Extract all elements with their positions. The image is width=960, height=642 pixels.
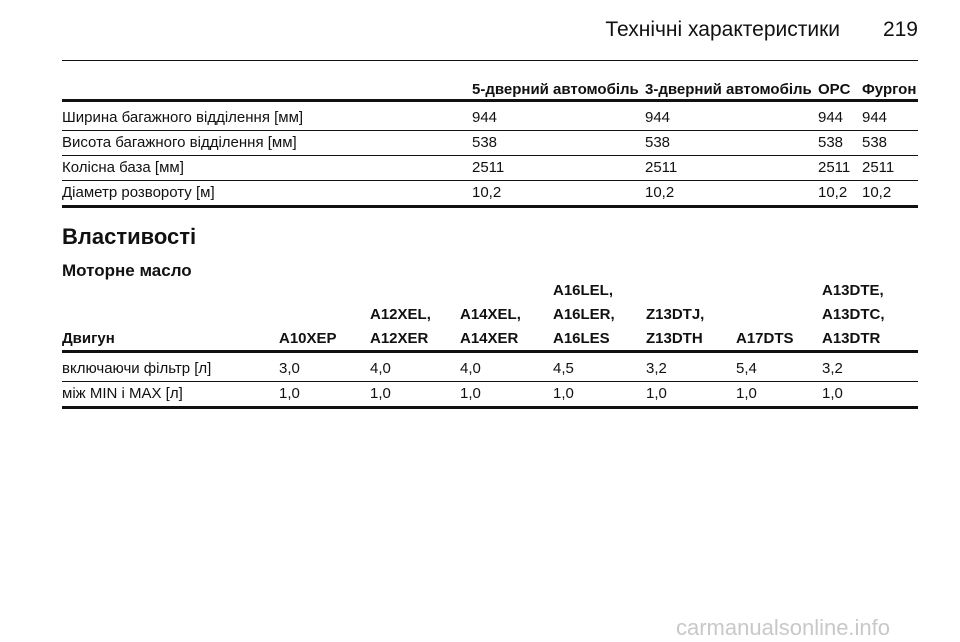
table-rule: [62, 130, 918, 131]
column-header: A17DTS: [736, 330, 794, 347]
cell: 3,2: [822, 360, 843, 377]
column-header: A16LEL, A16LER, A16LES: [553, 282, 615, 347]
table-rule: [62, 205, 918, 208]
column-header: A10XEP: [279, 330, 337, 347]
cell: 2511: [645, 159, 678, 176]
row-label: між MIN і MAX [л]: [62, 385, 183, 402]
cell: 1,0: [279, 385, 300, 402]
column-header: A12XEL, A12XER: [370, 306, 431, 347]
cell: 944: [472, 109, 498, 126]
cell: 944: [862, 109, 888, 126]
cell: 2511: [818, 159, 851, 176]
watermark: carmanualsonline.info: [676, 615, 891, 640]
section-title: Властивості: [62, 224, 197, 249]
row-label: включаючи фільтр [л]: [62, 360, 212, 377]
cell: 944: [645, 109, 671, 126]
cell: 1,0: [822, 385, 843, 402]
cell: 4,5: [553, 360, 574, 377]
cell: 3,0: [279, 360, 300, 377]
table-rule: [62, 180, 918, 181]
table-rule: [62, 350, 918, 353]
column-header: Z13DTJ, Z13DTH: [646, 306, 705, 347]
cell: 10,2: [472, 184, 502, 201]
cell: 538: [862, 134, 888, 151]
cell: 2511: [862, 159, 895, 176]
cell: 944: [818, 109, 844, 126]
cell: 10,2: [818, 184, 848, 201]
row-label: Колісна база [мм]: [62, 159, 184, 176]
column-header: OPC: [818, 81, 851, 98]
cell: 1,0: [646, 385, 667, 402]
cell: 2511: [472, 159, 505, 176]
cell: 10,2: [862, 184, 892, 201]
cell: 4,0: [370, 360, 391, 377]
cell: 1,0: [370, 385, 391, 402]
cell: 5,4: [736, 360, 757, 377]
cell: 4,0: [460, 360, 481, 377]
column-header: Фургон: [862, 81, 917, 98]
cell: 538: [472, 134, 498, 151]
column-header: 3-дверний автомобіль: [645, 81, 812, 98]
row-label: Діаметр розвороту [м]: [62, 184, 215, 201]
cell: 1,0: [736, 385, 757, 402]
page-number: 219: [882, 18, 918, 41]
row-label: Висота багажного відділення [мм]: [62, 134, 297, 151]
section-subtitle: Моторне масло: [62, 261, 192, 280]
column-header: A13DTE, A13DTC, A13DTR: [822, 282, 885, 347]
table-rule: [62, 406, 918, 409]
header-title: Технічні характеристики: [605, 18, 840, 41]
rule: [62, 60, 918, 61]
table-rule: [62, 99, 918, 102]
cell: 538: [645, 134, 671, 151]
cell: 1,0: [553, 385, 574, 402]
table-rule: [62, 381, 918, 382]
column-header: A14XEL, A14XER: [460, 306, 521, 347]
table-rule: [62, 155, 918, 156]
cell: 3,2: [646, 360, 667, 377]
cell: 538: [818, 134, 844, 151]
column-header: 5-дверний автомобіль: [472, 81, 639, 98]
column-header: Двигун: [62, 330, 115, 347]
cell: 10,2: [645, 184, 675, 201]
cell: 1,0: [460, 385, 481, 402]
row-label: Ширина багажного відділення [мм]: [62, 109, 304, 126]
